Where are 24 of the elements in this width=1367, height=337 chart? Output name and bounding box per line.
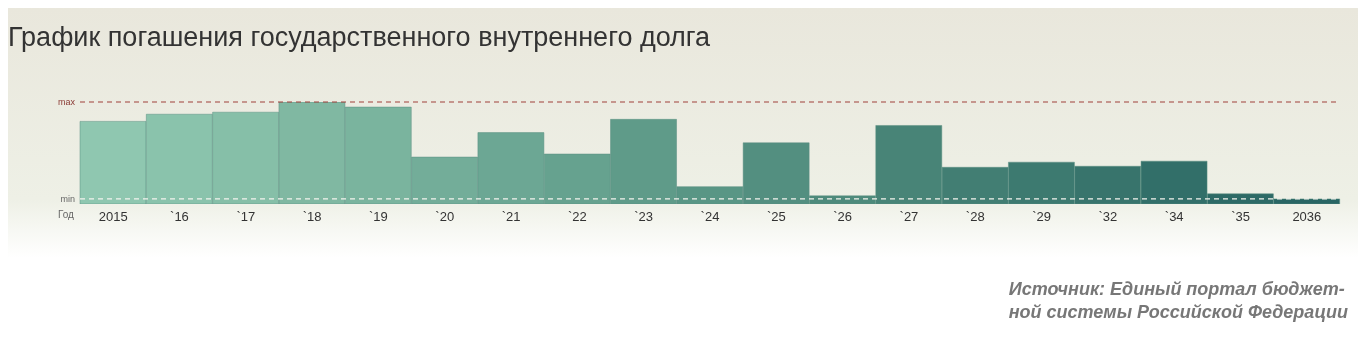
x-tick-label: `25 — [766, 209, 786, 225]
x-tick-label: `26 — [833, 209, 853, 225]
x-tick-label: `24 — [700, 209, 720, 225]
ref-line-label: max — [57, 97, 76, 108]
x-tick-label: `17 — [236, 209, 256, 225]
x-tick-label: `16 — [170, 209, 189, 225]
x-tick-label: `19 — [369, 209, 388, 225]
x-tick-label: `23 — [634, 209, 654, 225]
x-tick-label: `22 — [567, 209, 587, 225]
x-tick-label: `35 — [1231, 209, 1250, 225]
x-axis-title: Год — [58, 209, 74, 220]
x-tick-label: `32 — [1098, 209, 1118, 225]
x-tick-label: 2036 — [1292, 209, 1322, 225]
x-tick-label: `21 — [501, 209, 521, 225]
x-tick-label: 2015 — [98, 209, 128, 225]
x-tick-label: `29 — [1032, 209, 1051, 225]
text: Источник: Единый портал бюджет- ной системы Российской Федерации — [1008, 278, 1348, 324]
x-tick-label: `18 — [302, 209, 322, 225]
ref-line-label: min — [60, 194, 75, 205]
x-tick-label: `27 — [899, 209, 919, 225]
chart-title: График погашения государственного внутреннего долга — [8, 22, 711, 53]
x-tick-label: `34 — [1164, 209, 1184, 225]
x-tick-label: `28 — [965, 209, 985, 225]
x-tick-label: `20 — [435, 209, 455, 225]
